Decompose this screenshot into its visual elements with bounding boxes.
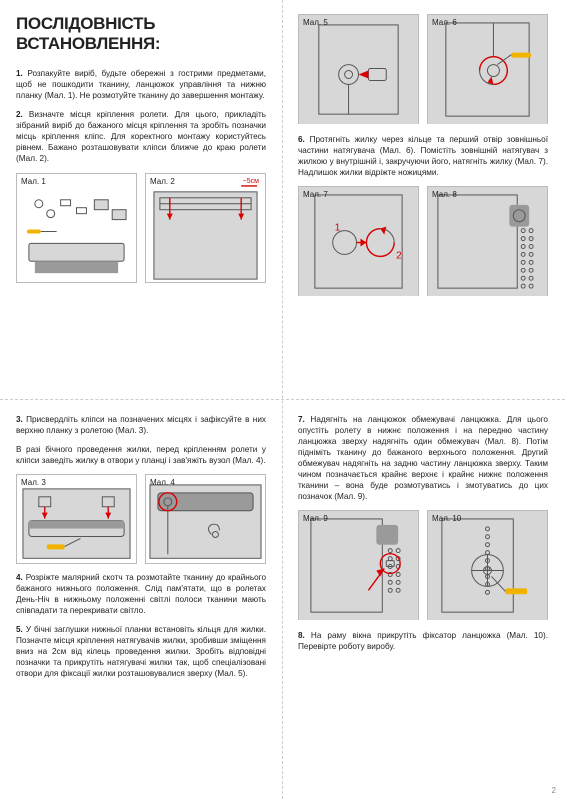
figure-2: Мал. 2 ~5см [145,173,266,283]
quadrant-top-left: ПОСЛІДОВНІСТЬ ВСТАНОВЛЕННЯ: 1. Розпакуйт… [0,0,282,399]
figure-6-svg [428,15,547,124]
step-2: 2. Визначте місця кріплення ролети. Для … [16,109,266,164]
figure-3-caption: Мал. 3 [21,478,46,487]
step-5: 5. У бічні заглушки нижньої планки встан… [16,624,266,679]
figure-8-caption: Мал. 8 [432,190,457,199]
step-7-text: Надягніть на ланцюжок обмежувачі ланцюжк… [298,415,548,501]
svg-text:2: 2 [396,251,402,262]
step-5-text: У бічні заглушки нижньої планки встанові… [16,625,266,678]
figure-3-svg [17,475,136,564]
figure-4-svg [146,475,265,564]
figure-10: Мал. 10 [427,510,548,620]
fig-row-1-2: Мал. 1 [16,173,266,283]
fig-row-3-4: Мал. 3 [16,474,266,564]
figure-4-caption: Мал. 4 [150,478,175,487]
figure-7-caption: Мал. 7 [303,190,328,199]
step-7: 7. Надягніть на ланцюжок обмежувачі ланц… [298,414,548,503]
figure-5-svg [299,15,418,124]
figure-7-svg: 1 2 [299,187,418,296]
step-1: 1. Розпакуйте виріб, будьте обережні з г… [16,68,266,101]
step-4: 4. Розріжте малярний скотч та розмотайте… [16,572,266,616]
figure-4: Мал. 4 [145,474,266,564]
figure-8-svg [428,187,547,296]
step-3b-text: В разі бічного проведення жилки, перед к… [16,445,266,465]
figure-1-svg [17,174,136,283]
figure-2-caption: Мал. 2 [150,177,175,186]
fig-row-5-6: Мал. 5 Мал. 6 [298,14,548,124]
figure-1-caption: Мал. 1 [21,177,46,186]
figure-10-svg [428,511,547,620]
page-number: 2 [552,786,556,795]
figure-5-caption: Мал. 5 [303,18,328,27]
page: ПОСЛІДОВНІСТЬ ВСТАНОВЛЕННЯ: 1. Розпакуйт… [0,0,565,799]
step-1-text: Розпакуйте виріб, будьте обережні з гост… [16,69,266,100]
fig-row-7-8: Мал. 7 1 2 Мал. 8 [298,186,548,296]
step-3b: В разі бічного проведення жилки, перед к… [16,444,266,466]
step-4-text: Розріжте малярний скотч та розмотайте тк… [16,573,266,615]
step-3-text: Присвердліть кліпси на позначених місцях… [16,415,266,435]
quadrant-bottom-right: 7. Надягніть на ланцюжок обмежувачі ланц… [282,400,564,799]
figure-5: Мал. 5 [298,14,419,124]
fig-row-9-10: Мал. 9 [298,510,548,620]
figure-3: Мал. 3 [16,474,137,564]
figure-6: Мал. 6 [427,14,548,124]
svg-text:1: 1 [335,223,341,234]
page-title: ПОСЛІДОВНІСТЬ ВСТАНОВЛЕННЯ: [16,14,266,54]
step-6-text: Протягніть жилку через кільце та перший … [298,135,548,177]
quadrant-top-right: Мал. 5 Мал. 6 [282,0,564,399]
figure-1: Мал. 1 [16,173,137,283]
quadrant-bottom-left: 3. Присвердліть кліпси на позначених міс… [0,400,282,799]
step-8-text: На раму вікна прикрутіть фіксатор ланцюж… [298,631,548,651]
figure-7: Мал. 7 1 2 [298,186,419,296]
step-2-text: Визначте місця кріплення ролети. Для цьо… [16,110,266,163]
step-6: 6. Протягніть жилку через кільце та перш… [298,134,548,178]
figure-8: Мал. 8 [427,186,548,296]
figure-6-caption: Мал. 6 [432,18,457,27]
figure-10-caption: Мал. 10 [432,514,461,523]
step-3: 3. Присвердліть кліпси на позначених міс… [16,414,266,436]
figure-2-svg [146,174,265,283]
step-8: 8. На раму вікна прикрутіть фіксатор лан… [298,630,548,652]
figure-9-svg [299,511,418,620]
figure-9: Мал. 9 [298,510,419,620]
figure-9-caption: Мал. 9 [303,514,328,523]
